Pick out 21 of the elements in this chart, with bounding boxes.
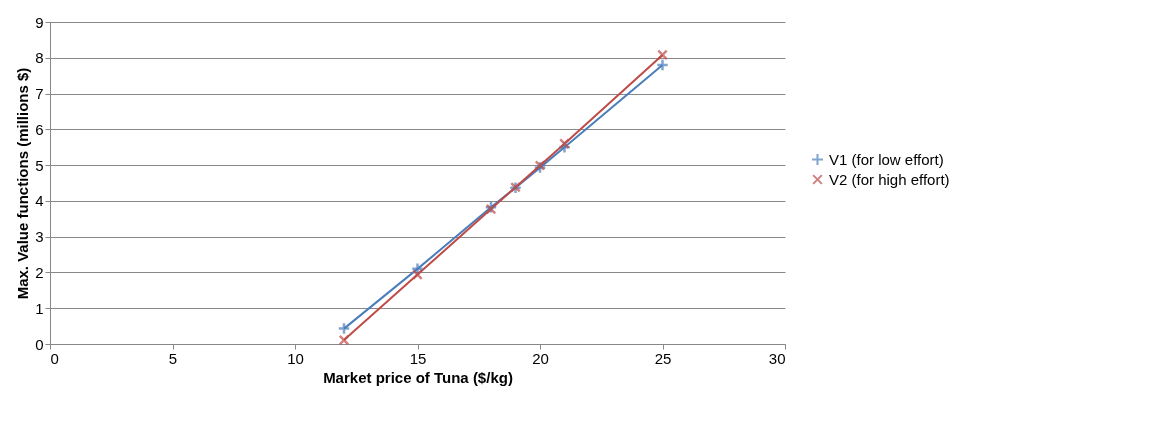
y-tick-label: 7 bbox=[35, 85, 44, 103]
y-tick-label: 1 bbox=[35, 299, 44, 317]
x-tick-label: 5 bbox=[168, 349, 178, 367]
y-tick-label: 5 bbox=[35, 156, 44, 174]
y-tick-label: 6 bbox=[35, 120, 44, 138]
x-tick-label: 30 bbox=[768, 349, 786, 367]
x-tick-label: 15 bbox=[409, 349, 427, 367]
x-tick-label: 25 bbox=[654, 349, 672, 367]
x-axis-title: Market price of Tuna ($/kg) bbox=[323, 368, 513, 386]
y-tick-label: 9 bbox=[35, 13, 44, 31]
legend-label: V1 (for low effort) bbox=[829, 150, 944, 168]
y-tick-label: 3 bbox=[35, 228, 44, 246]
x-tick-label: 0 bbox=[50, 349, 59, 367]
x-tick-label: 20 bbox=[532, 349, 549, 367]
x-tick-label: 10 bbox=[287, 349, 304, 367]
y-tick-label: 0 bbox=[35, 335, 44, 353]
y-tick-label: 2 bbox=[35, 263, 44, 281]
y-tick-label: 8 bbox=[35, 49, 44, 67]
y-tick-label: 4 bbox=[35, 192, 44, 210]
y-axis-title: Max. Value functions (millions $) bbox=[14, 67, 32, 300]
legend-label: V2 (for high effort) bbox=[829, 170, 950, 188]
